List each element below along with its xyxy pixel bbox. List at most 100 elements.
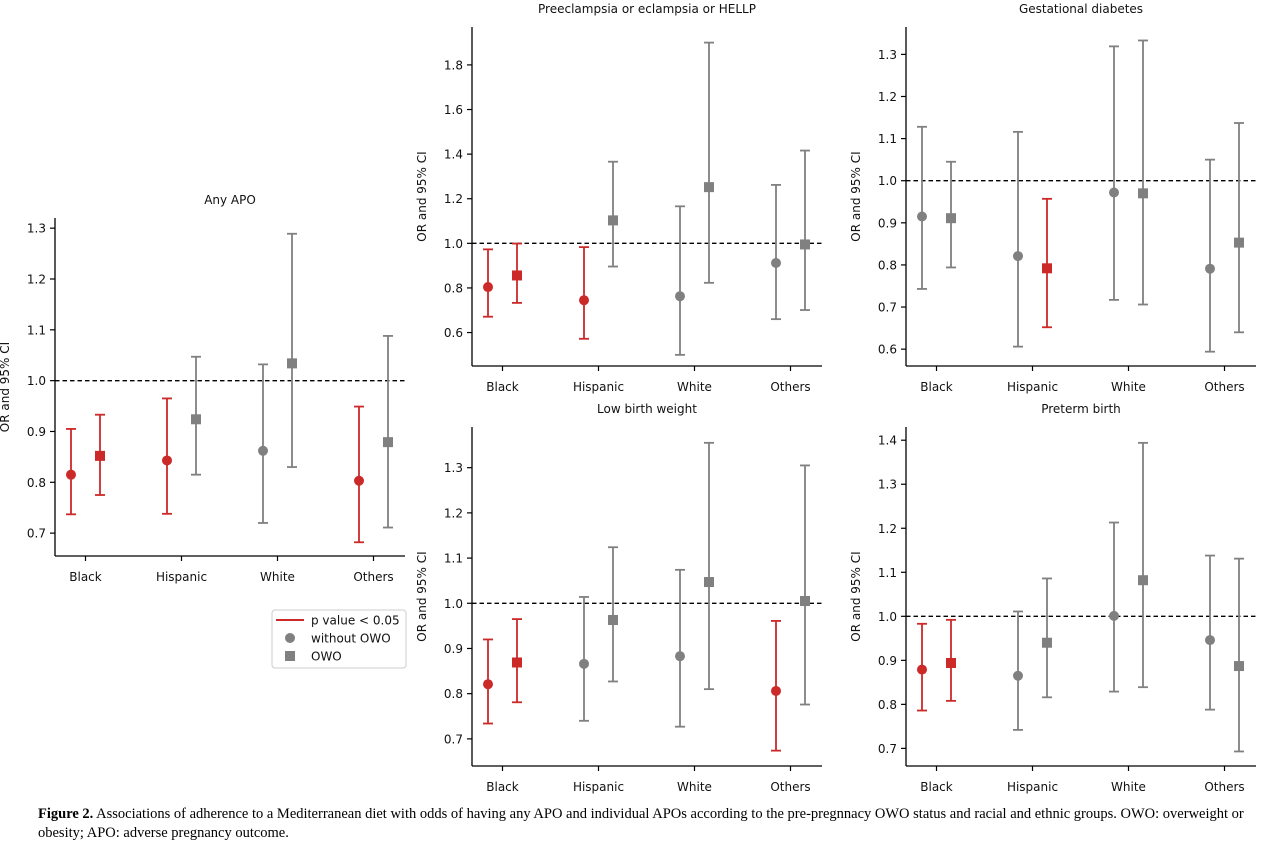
y-tick-label: 1.2	[444, 192, 463, 206]
legend-circle-icon	[285, 633, 295, 643]
point-owo	[704, 182, 714, 193]
legend-label: without OWO	[311, 632, 391, 646]
point-without-owo	[675, 651, 685, 662]
chart-panel-any-apo: Any APO OR and 95% CI 0.7 0.8 0.9 1.0 1.1 1.2 1.…	[0, 193, 405, 584]
point-without-owo	[1013, 251, 1023, 262]
x-tick-label: Others	[1204, 780, 1244, 794]
point-without-owo	[1013, 670, 1023, 681]
y-tick-label: 0.9	[27, 425, 46, 439]
point-owo	[1234, 237, 1244, 248]
point-owo	[608, 615, 618, 626]
y-tick-label: 1.0	[878, 610, 897, 624]
point-owo	[608, 215, 618, 226]
x-tick-label: White	[1111, 380, 1146, 394]
y-tick-label: 0.7	[878, 301, 897, 315]
point-without-owo	[771, 685, 781, 696]
point-owo	[1138, 188, 1148, 199]
y-tick-label: 0.9	[878, 216, 897, 230]
point-without-owo	[1109, 610, 1119, 621]
y-tick-label: 0.9	[878, 654, 897, 668]
x-tick-label: Others	[353, 570, 393, 584]
chart-panel-gestational-diabetes: Gestational diabetes OR and 95% CI 0.6 0.7 0…	[849, 2, 1256, 394]
point-owo	[191, 414, 201, 425]
y-tick-label: 1.3	[444, 461, 463, 475]
y-tick-label: 1.0	[444, 237, 463, 251]
x-tick-label: White	[1111, 780, 1146, 794]
legend: p value < 0.05 without OWO OWO	[271, 609, 407, 669]
point-owo	[946, 213, 956, 224]
y-tick-label: 0.8	[27, 476, 46, 490]
x-tick-label: Hispanic	[156, 570, 207, 584]
x-tick-label: Hispanic	[1007, 380, 1058, 394]
chart-title: Gestational diabetes	[1019, 2, 1143, 16]
x-tick-label: Others	[770, 780, 810, 794]
point-without-owo	[675, 291, 685, 302]
y-tick-label: 0.9	[444, 642, 463, 656]
legend-box	[271, 609, 407, 669]
x-tick-label: Others	[770, 380, 810, 394]
point-owo	[1138, 575, 1148, 586]
y-tick-label: 1.4	[444, 148, 463, 162]
y-tick-label: 1.3	[27, 222, 46, 236]
y-tick-label: 0.7	[27, 527, 46, 541]
point-without-owo	[917, 664, 927, 675]
point-owo	[800, 239, 810, 250]
caption-label: Figure 2.	[38, 806, 94, 822]
point-without-owo	[162, 455, 172, 466]
point-owo	[800, 596, 810, 607]
point-without-owo	[579, 658, 589, 669]
point-owo	[1234, 661, 1244, 672]
y-tick-label: 1.1	[27, 323, 46, 337]
figure-caption: Figure 2. Associations of adherence to a…	[38, 805, 1263, 843]
y-axis-label: OR and 95% CI	[415, 151, 429, 241]
x-tick-label: Black	[920, 380, 953, 394]
y-tick-label: 0.8	[444, 281, 463, 295]
chart-panel-preeclampsia: Preeclampsia or eclampsia or HELLP OR and…	[415, 2, 822, 394]
point-owo	[383, 437, 393, 448]
chart-title: Preeclampsia or eclampsia or HELLP	[538, 2, 756, 16]
y-tick-label: 0.7	[444, 732, 463, 746]
x-tick-label: Black	[486, 780, 519, 794]
y-tick-label: 1.0	[878, 174, 897, 188]
x-tick-label: White	[260, 570, 295, 584]
y-tick-label: 1.2	[444, 506, 463, 520]
chart-panel-low-birth-weight: Low birth weight OR and 95% CI 0.7 0.8 0.9 1.…	[415, 402, 822, 794]
y-tick-label: 1.8	[444, 58, 463, 72]
y-tick-label: 1.3	[878, 478, 897, 492]
point-without-owo	[1205, 263, 1215, 274]
y-tick-label: 1.3	[878, 48, 897, 62]
y-tick-label: 1.6	[444, 103, 463, 117]
legend-label: p value < 0.05	[311, 614, 400, 628]
y-axis-label: OR and 95% CI	[849, 551, 863, 641]
point-owo	[95, 450, 105, 461]
y-tick-label: 1.1	[878, 132, 897, 146]
point-without-owo	[1109, 187, 1119, 198]
point-without-owo	[917, 211, 927, 222]
chart-title: Preterm birth	[1041, 402, 1121, 416]
legend-square-icon	[285, 651, 295, 661]
point-without-owo	[483, 679, 493, 690]
caption-text: Associations of adherence to a Mediterra…	[38, 806, 1244, 841]
x-tick-label: Hispanic	[1007, 780, 1058, 794]
y-tick-label: 0.7	[878, 742, 897, 756]
x-tick-label: White	[677, 380, 712, 394]
y-tick-label: 1.1	[444, 552, 463, 566]
y-tick-label: 1.0	[444, 597, 463, 611]
x-tick-label: White	[677, 780, 712, 794]
point-without-owo	[66, 469, 76, 480]
legend-label: OWO	[311, 650, 342, 664]
point-owo	[704, 577, 714, 588]
point-without-owo	[354, 475, 364, 486]
chart-panel-preterm-birth: Preterm birth OR and 95% CI 0.7 0.8 0.9 1.0 1.…	[849, 402, 1256, 794]
point-without-owo	[258, 445, 268, 456]
point-without-owo	[1205, 635, 1215, 646]
y-tick-label: 1.1	[878, 566, 897, 580]
point-owo	[1042, 263, 1052, 274]
chart-title: Low birth weight	[597, 402, 697, 416]
y-axis-label: OR and 95% CI	[0, 342, 12, 432]
x-tick-label: Black	[69, 570, 102, 584]
x-tick-label: Black	[486, 380, 519, 394]
y-tick-label: 1.2	[27, 272, 46, 286]
x-tick-label: Hispanic	[573, 380, 624, 394]
